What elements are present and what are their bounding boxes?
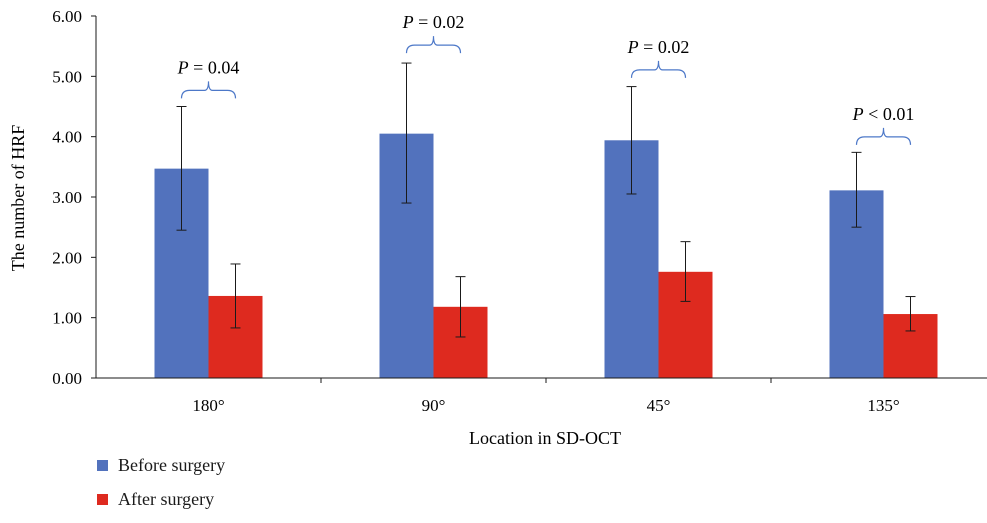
error-bars [176, 62, 916, 338]
legend-label-before: Before surgery [118, 454, 226, 475]
legend-swatch-before [97, 459, 108, 471]
legend-swatch-after [97, 493, 108, 505]
y-tick-label: 0.00 [52, 369, 82, 388]
x-tick-label: 90° [422, 396, 446, 415]
y-tick-label: 6.00 [52, 7, 82, 26]
bars [154, 133, 938, 378]
significance-bracket [855, 127, 912, 145]
x-tick-label: 45° [647, 396, 671, 415]
x-tick-label: 135° [867, 396, 899, 415]
significance-bracket [405, 36, 462, 54]
legend: Before surgery After surgery [97, 455, 225, 523]
p-value-label: P = 0.04 [177, 57, 240, 77]
legend-item-after: After surgery [97, 489, 225, 509]
significance-bracket [630, 60, 687, 78]
y-axis-ticks: 0.00 1.00 2.00 3.00 4.00 5.00 6.00 [52, 7, 96, 388]
legend-label-after: After surgery [118, 488, 215, 509]
x-axis-ticks: 180° 90° 45° 135° [192, 378, 900, 415]
y-axis-title: The number of HRF [8, 125, 28, 271]
y-tick-label: 1.00 [52, 309, 82, 328]
x-tick-label: 180° [192, 396, 224, 415]
legend-item-before: Before surgery [97, 455, 225, 475]
p-value-label: P = 0.02 [627, 37, 690, 57]
y-tick-label: 5.00 [52, 67, 82, 86]
p-value-label: P < 0.01 [852, 104, 915, 124]
p-value-label: P = 0.02 [402, 12, 465, 32]
y-tick-label: 2.00 [52, 248, 82, 267]
significance-bracket [180, 81, 237, 99]
significance-brackets: P = 0.04 P = 0.02 P = 0.02 P < 0.01 [177, 12, 915, 145]
y-tick-label: 4.00 [52, 128, 82, 147]
y-tick-label: 3.00 [52, 188, 82, 207]
x-axis-title: Location in SD-OCT [469, 428, 621, 448]
